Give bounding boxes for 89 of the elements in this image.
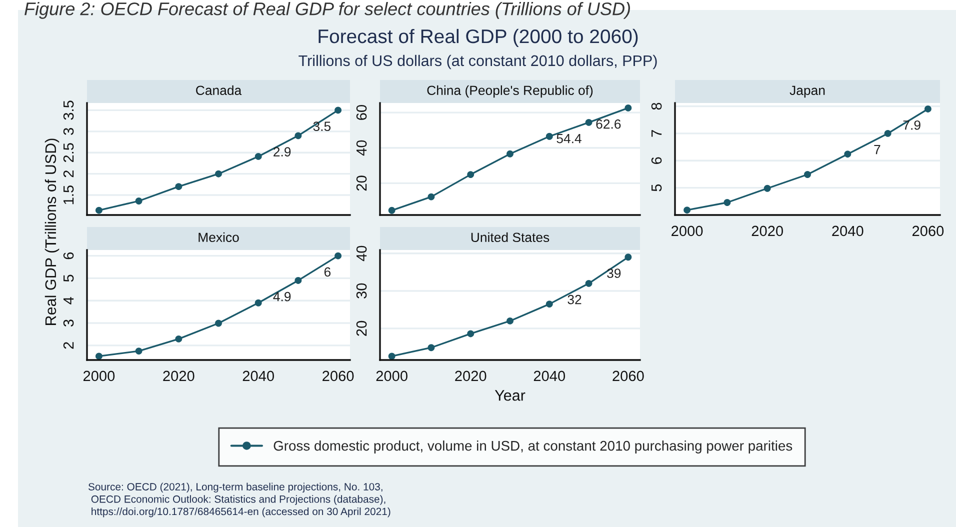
point: [388, 206, 396, 214]
point: [334, 252, 342, 260]
y-tick-label: 40: [356, 140, 367, 156]
point: [95, 352, 102, 360]
data-label: 32: [568, 294, 582, 304]
text: Trillions of US dollars (at constant 2010 dollars, PPP): [298, 54, 657, 70]
y-tick-label: 4: [64, 297, 74, 304]
data-label: 7: [874, 145, 880, 154]
data-label: 62.6: [596, 119, 621, 129]
y-tick-label: 5: [652, 184, 662, 192]
point: [585, 280, 592, 287]
x-tick-label: 2020: [163, 370, 194, 382]
y-tick-label: 20: [356, 320, 367, 336]
point: [467, 330, 474, 338]
x-tick-label: 2000: [672, 226, 703, 236]
data-label: 4.9: [273, 292, 291, 302]
y-tick-label: 30: [356, 283, 367, 298]
x-tick-label: 2000: [376, 370, 408, 382]
chart-title: China (People's Republic of): [427, 85, 593, 98]
data-label: 54.4: [556, 134, 582, 144]
chart-title: Japan: [790, 86, 825, 98]
point: [724, 199, 731, 206]
data-label: 2.9: [274, 147, 291, 156]
point: [294, 132, 302, 140]
x-axis-title: Year: [494, 390, 526, 401]
y-tick-label: 6: [651, 157, 662, 164]
point: [467, 171, 474, 178]
y-tick-label: 2: [63, 170, 74, 178]
y-tick-label: 40: [356, 246, 367, 262]
point: [546, 132, 553, 140]
x-tick-label: 2000: [83, 370, 115, 382]
point: [624, 254, 632, 261]
caption: Figure 2: OECD Forecast of Real GDP for select countries (Trillions of USD): [24, 2, 630, 19]
x-tick-label: 2020: [455, 370, 486, 382]
point: [175, 183, 182, 190]
x-tick-label: 2040: [534, 370, 566, 382]
y-tick-label: 1.5: [64, 186, 74, 204]
y-tick-label: 2.5: [63, 143, 74, 162]
y-tick-label: 7: [652, 130, 662, 137]
point: [254, 152, 262, 160]
point: [294, 276, 302, 284]
point: [624, 104, 632, 112]
point: [844, 150, 852, 158]
data-label: 7.9: [903, 120, 920, 130]
point: [388, 352, 396, 360]
x-tick-label: 2060: [912, 226, 944, 236]
y-tick-label: 5: [64, 274, 74, 282]
y-tick-label: 3.5: [63, 100, 74, 120]
point: [254, 299, 262, 306]
y-tick-label: 60: [356, 105, 367, 120]
point: [428, 344, 435, 352]
y-tick-label: 8: [651, 102, 662, 110]
y-tick-label: 2: [63, 342, 74, 349]
point: [95, 206, 102, 214]
point: [924, 106, 932, 112]
point: [428, 193, 435, 200]
point: [684, 206, 691, 214]
point: [135, 348, 142, 355]
legend-label: Gross domestic product, volume in USD, at constant 2010 purchasing power parities: [274, 440, 792, 454]
point: [804, 171, 811, 178]
x-tick-label: 2020: [752, 226, 783, 236]
point: [175, 335, 182, 342]
x-tick-label: 2040: [832, 226, 864, 236]
text: Forecast of Real GDP (2000 to 2060): [318, 28, 638, 48]
point: [764, 184, 771, 192]
y-tick-label: 20: [356, 176, 367, 191]
data-label: 3.5: [313, 122, 331, 132]
y-tick-label: 6: [63, 252, 74, 260]
y-tick-label: 3: [63, 320, 74, 327]
x-tick-label: 2040: [242, 370, 274, 382]
point: [585, 118, 592, 126]
chart-title: Canada: [196, 85, 242, 96]
x-tick-label: 2060: [612, 370, 644, 382]
source-note: Source: OECD (2021), Long-term baseline projections, No. 103, OECD Economic Outlook: Statistics and Projections (database), https://doi.org/10.1787/68465614-en (accessed on 30 April 2021): [88, 482, 390, 518]
point: [506, 317, 514, 324]
point: [334, 106, 342, 114]
point: [884, 130, 892, 137]
point: [215, 320, 222, 327]
data-label: 39: [607, 268, 621, 278]
chart-title: United States: [471, 232, 550, 242]
point: [135, 198, 142, 204]
point: [546, 300, 553, 308]
point: [506, 150, 514, 158]
x-tick-label: 2060: [322, 370, 354, 382]
y-axis-title: Real GDP (Trillions of USD): [44, 138, 60, 325]
data-label: 6: [324, 267, 331, 277]
y-tick-label: 3: [63, 128, 74, 135]
point: [215, 170, 222, 178]
chart-title: Mexico: [198, 232, 239, 242]
